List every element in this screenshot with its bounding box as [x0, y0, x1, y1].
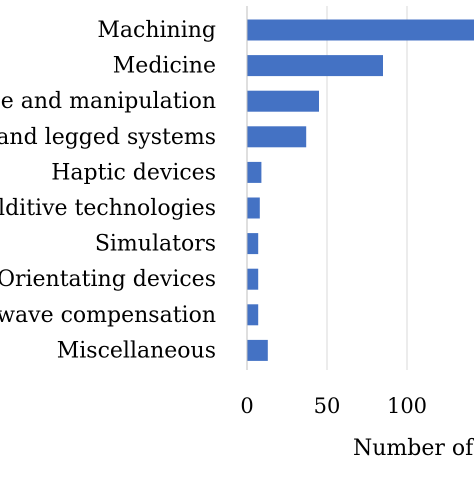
bar: [247, 90, 319, 112]
category-label: Miscellaneous: [57, 338, 216, 363]
x-tick-label: 0: [240, 394, 253, 418]
category-label: Medicine: [113, 54, 216, 79]
x-axis-title: Number of: [353, 436, 474, 461]
bar: [247, 126, 307, 148]
bar-series: [247, 19, 474, 361]
bar: [247, 55, 383, 77]
category-label: Haptic devices: [51, 160, 216, 185]
category-label: Orientating devices: [0, 267, 216, 292]
x-tick-label: 50: [314, 394, 341, 418]
category-label: Simulators: [95, 232, 216, 257]
category-label: and legged systems: [0, 125, 216, 150]
category-label: wave compensation: [0, 303, 216, 328]
bar: [247, 233, 259, 255]
category-label: e and manipulation: [1, 89, 216, 114]
bar: [247, 304, 259, 326]
category-label: Machining: [97, 18, 216, 43]
value-axis-ticks: 0501001: [240, 394, 427, 418]
bar: [247, 161, 262, 183]
bar: [247, 268, 259, 290]
category-label: lditive technologies: [0, 196, 216, 221]
bar: [247, 339, 268, 361]
x-tick-label: 100: [387, 394, 427, 418]
category-labels: Machining Medicine e and manipulation and l…: [0, 18, 216, 363]
bar: [247, 197, 260, 219]
bar: [247, 19, 474, 41]
